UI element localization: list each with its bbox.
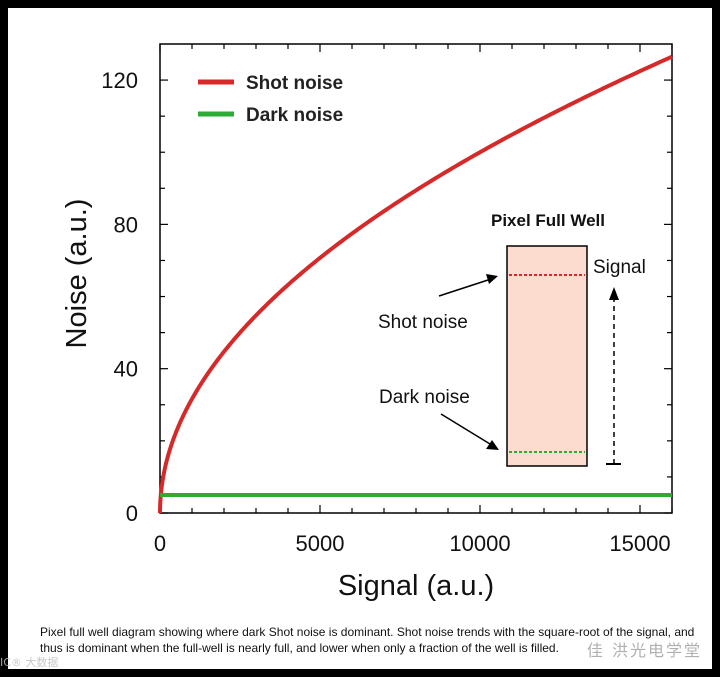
y-tick-label: 0 — [126, 501, 138, 526]
shot-noise-line — [158, 54, 673, 514]
legend: Shot noise Dark noise — [198, 73, 343, 126]
inset-title: Pixel Full Well — [491, 211, 605, 230]
x-tick-label: 10000 — [449, 531, 510, 556]
inset-dark-noise-label: Dark noise — [379, 387, 470, 408]
legend-label: Shot noise — [246, 73, 343, 94]
x-tick-label: 15000 — [609, 531, 670, 556]
y-axis-label: Noise (a.u.) — [61, 199, 93, 349]
watermark: 佳 洪光电学堂 — [586, 641, 702, 660]
figure-caption: Pixel full well diagram showing where da… — [40, 625, 695, 655]
watermark-corner: IC® 大数据 — [0, 656, 59, 669]
chart: 0 5000 10000 15000 0 40 80 120 Signal (a.u.) Nois… — [61, 43, 673, 602]
y-tick-label: 120 — [101, 68, 138, 93]
plot-frame — [159, 43, 673, 514]
signal-arrow-head — [609, 287, 619, 300]
dark-noise-pointer-head — [486, 440, 499, 450]
figure-panel: 0 5000 10000 15000 0 40 80 120 Signal (a.u.) Nois… — [8, 8, 712, 669]
y-tick-label: 80 — [114, 212, 138, 237]
shot-noise-pointer — [438, 279, 489, 297]
inset-shot-noise-label: Shot noise — [378, 312, 468, 333]
pixel-full-well-inset: Pixel Full Well Signal Shot noise Dark nois… — [378, 211, 646, 467]
shot-noise-pointer-head — [486, 274, 498, 284]
full-well-box — [506, 245, 588, 467]
x-tick-label: 5000 — [296, 531, 345, 556]
x-axis-label: Signal (a.u.) — [338, 570, 494, 602]
inset-signal-label: Signal — [593, 257, 646, 278]
dark-noise-pointer — [440, 413, 491, 445]
y-tick-label: 40 — [114, 357, 138, 382]
x-tick-label: 0 — [154, 531, 166, 556]
axes: 0 5000 10000 15000 0 40 80 120 Signal (a.u.) Nois… — [61, 43, 673, 602]
legend-label: Dark noise — [246, 105, 343, 126]
series-layer — [158, 54, 673, 514]
